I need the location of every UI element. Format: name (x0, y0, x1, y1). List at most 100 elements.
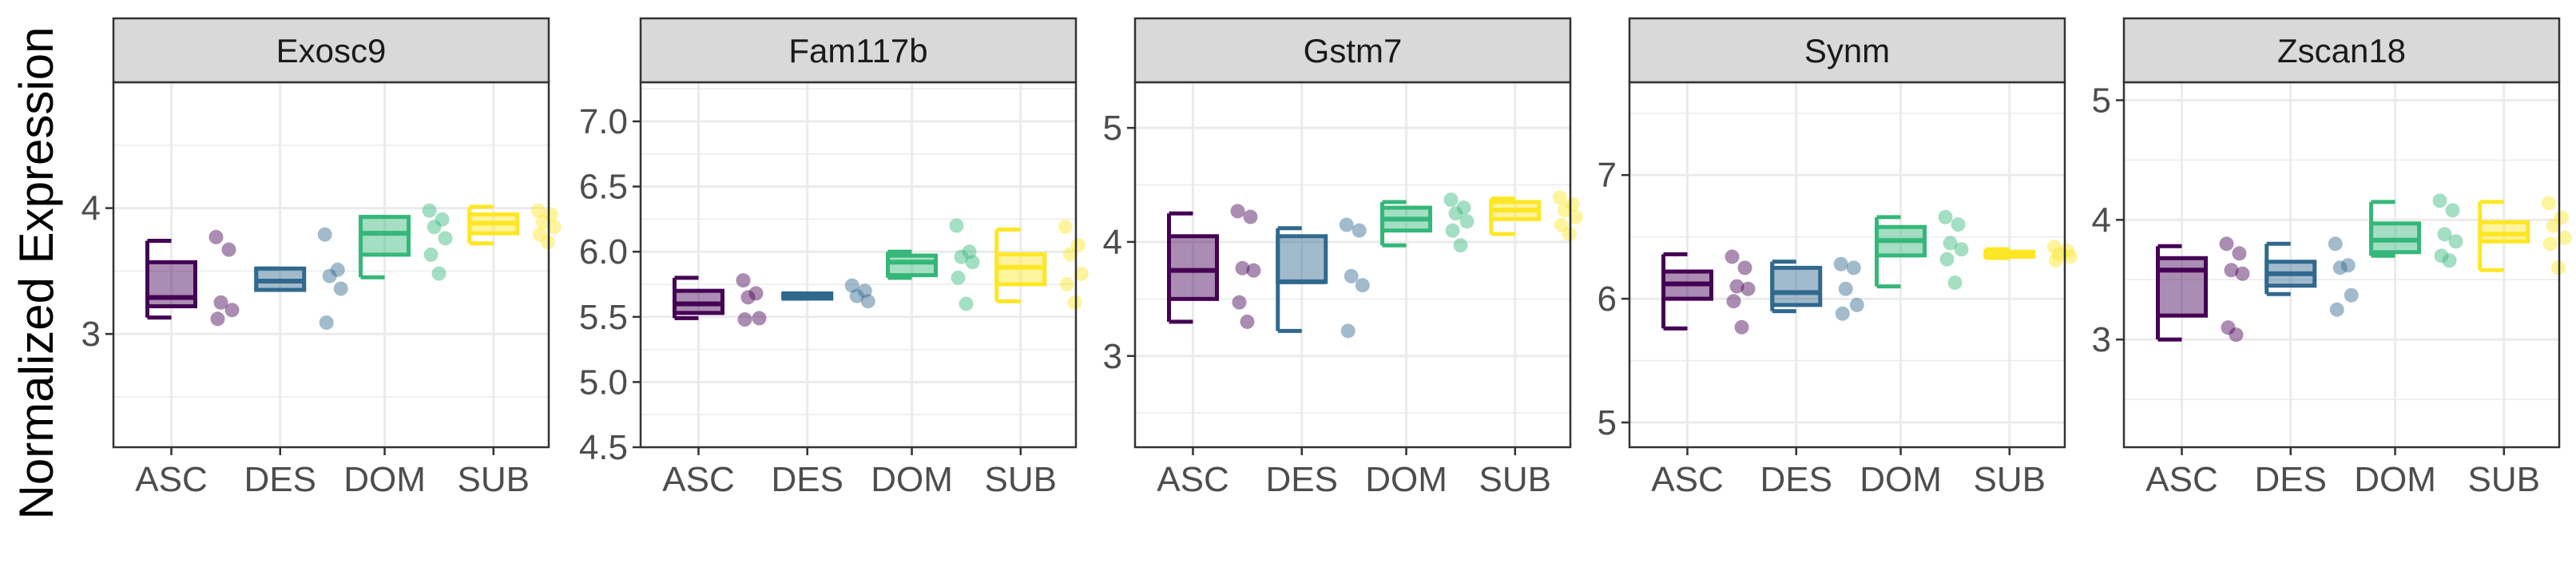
box-dom (1875, 209, 1969, 290)
data-point (1240, 314, 1255, 329)
data-point (322, 268, 337, 284)
data-point (1939, 252, 1955, 267)
data-point (1235, 260, 1250, 276)
data-point (2229, 327, 2244, 343)
data-point (1849, 297, 1864, 312)
data-point (1453, 238, 1468, 253)
strip-background (112, 17, 550, 84)
data-point (1838, 281, 1853, 296)
box-asc (1167, 204, 1261, 329)
x-tick-label: SUB (1974, 460, 2046, 499)
box-dom (1380, 192, 1475, 253)
data-point (1058, 220, 1073, 235)
data-point (849, 288, 864, 303)
data-point (965, 255, 980, 270)
y-tick-label: 5 (2092, 81, 2111, 120)
data-point (2432, 193, 2447, 208)
y-tick-label: 4 (2092, 200, 2111, 240)
x-tick-label: ASC (1651, 460, 1723, 499)
data-point (1846, 260, 1861, 276)
strip-background (1133, 17, 1572, 84)
facet-panel-gstm7: Gstm7 3 4 5 ASC DES DOM SUB (1103, 17, 1583, 499)
y-axis-title-group: Normalized Expression (10, 27, 63, 520)
y-tick-label: 5.5 (579, 298, 628, 337)
data-point (954, 249, 969, 264)
data-point (1740, 281, 1756, 296)
data-point (1059, 276, 1074, 291)
data-point (427, 220, 442, 235)
data-point (1835, 306, 1850, 321)
x-tick-label: DOM (871, 460, 953, 499)
x-tick-label: ASC (662, 460, 734, 499)
y-tick-label: 6.0 (579, 232, 628, 272)
data-point (949, 218, 964, 233)
data-point (737, 312, 752, 327)
strip-title: Synm (1804, 32, 1890, 69)
data-point (422, 203, 437, 218)
strip-title: Fam117b (788, 32, 927, 69)
x-tick-label: DOM (2354, 460, 2436, 499)
x-tick-label: ASC (135, 460, 207, 499)
box-des (2264, 236, 2359, 317)
data-point (333, 281, 348, 296)
data-point (1833, 256, 1848, 272)
data-point (2546, 218, 2561, 233)
data-point (2329, 302, 2344, 317)
data-point (1947, 275, 1963, 290)
data-point (844, 278, 859, 293)
y-axis-title: Normalized Expression (10, 27, 63, 520)
data-point (1340, 323, 1355, 339)
strip-title: Zscan18 (2277, 32, 2406, 69)
y-tick-label: 4 (1103, 223, 1122, 262)
data-point (1737, 260, 1752, 276)
data-point (435, 212, 450, 227)
y-tick-label: 6.5 (579, 168, 628, 207)
data-point (2344, 288, 2359, 303)
strip-background (2122, 17, 2561, 84)
data-point (2448, 234, 2463, 249)
data-point (319, 315, 334, 330)
data-point (2221, 320, 2236, 335)
data-point (2219, 236, 2234, 252)
y-tick-label: 5 (1598, 403, 1617, 442)
panel-background (113, 82, 549, 447)
data-point (1344, 268, 1359, 284)
box-des (254, 227, 348, 330)
iqr-box (1770, 265, 1823, 307)
data-point (1355, 278, 1370, 293)
box-asc (2156, 236, 2250, 343)
data-point (1943, 236, 1958, 251)
panel-background (2124, 82, 2559, 447)
y-tick-label: 3 (81, 315, 101, 354)
data-point (423, 247, 439, 262)
x-tick-label: SUB (2468, 460, 2540, 499)
y-tick-label: 7.0 (579, 102, 628, 141)
data-point (1074, 266, 1089, 281)
data-point (317, 227, 332, 242)
data-point (1568, 209, 1583, 224)
x-tick-label: SUB (1479, 460, 1551, 499)
data-point (1552, 190, 1567, 205)
data-point (1243, 209, 1258, 224)
box-dom (886, 218, 980, 311)
data-point (959, 296, 974, 311)
data-point (2442, 253, 2457, 268)
x-tick-label: ASC (2145, 460, 2217, 499)
panel-background (641, 82, 1076, 447)
data-point (1459, 214, 1475, 229)
y-tick-label: 6 (1598, 280, 1617, 319)
data-point (1232, 295, 1247, 310)
data-point (1062, 247, 1078, 262)
data-point (2224, 263, 2239, 278)
x-tick-label: DES (772, 460, 843, 499)
data-point (532, 227, 547, 242)
data-point (2340, 258, 2356, 273)
iqr-box (886, 253, 939, 278)
data-point (1725, 249, 1740, 264)
box-sub (2478, 196, 2572, 276)
data-point (736, 273, 751, 288)
box-dom (359, 203, 453, 281)
data-point (535, 214, 550, 229)
data-point (2332, 260, 2348, 276)
